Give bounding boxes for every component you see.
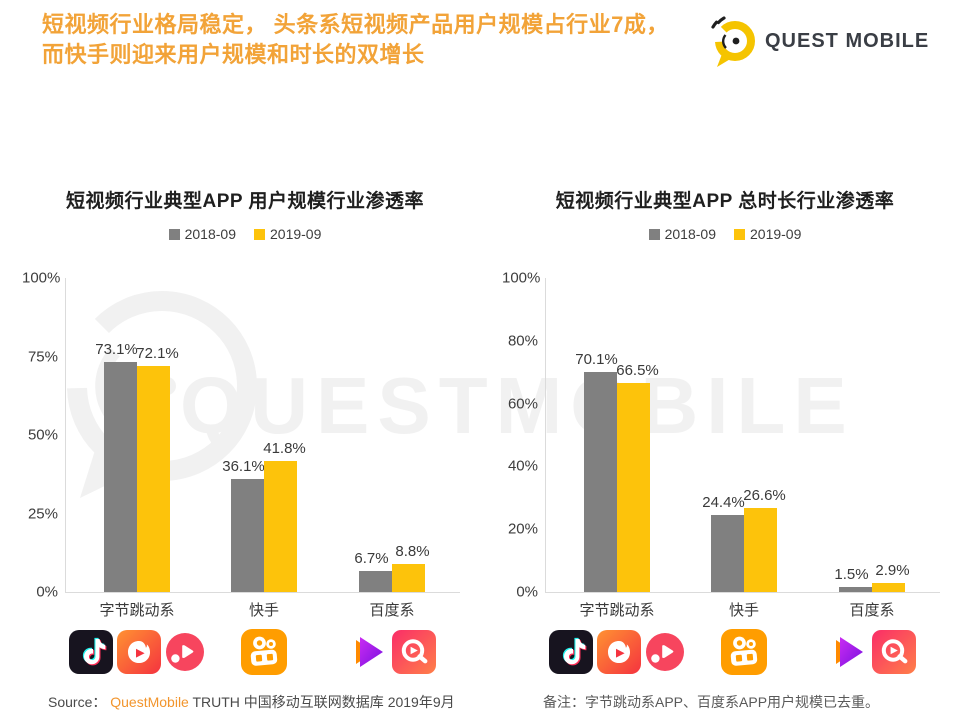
plot-area: 0% 20% 40% 60% 80% 100% 字节跳动系 70.1% 66.5% 快手 24.4%… — [502, 180, 940, 690]
questmobile-logo-text: QUEST MOBILE — [765, 29, 930, 52]
x-axis-label: 百度系 — [369, 602, 415, 619]
bar-value-label: 72.1% — [136, 344, 179, 362]
legend-item: 2019-09 — [254, 226, 321, 242]
y-axis-tick: 100% — [22, 269, 61, 287]
plot-area: 0% 25% 50% 75% 100% 字节跳动系 73.1% 72.1% 快手 36.1% 41.… — [22, 180, 460, 690]
source-prefix: Source： — [48, 694, 107, 710]
page-title-line2: 而快手则迎来用户规模和时长的双增长 — [42, 42, 425, 67]
source-brand: QuestMobile — [110, 694, 189, 710]
x-axis-line — [65, 592, 460, 593]
bar-2018-09-百度系 — [839, 587, 872, 592]
legend-swatch — [254, 228, 265, 240]
bar-2019-09-百度系 — [872, 582, 905, 592]
legend-swatch — [734, 228, 745, 240]
bar-value-label: 70.1% — [575, 350, 618, 368]
chart-total-time-penetration: 短视频行业典型APP 总时长行业渗透率 2018-09 2019-09 0% 20%… — [502, 180, 940, 690]
bar-value-label: 26.6% — [743, 487, 786, 505]
bar-2019-09-快手 — [744, 508, 777, 592]
questmobile-logo-icon — [711, 16, 755, 67]
legend-item: 2018-09 — [648, 226, 716, 242]
bar-2019-09-字节跳动系 — [137, 365, 170, 592]
legend-swatch — [648, 228, 660, 240]
chart-title: 短视频行业典型APP 总时长行业渗透率 — [555, 191, 895, 212]
y-axis-tick: 40% — [507, 457, 538, 475]
legend-label: 2018-09 — [664, 226, 716, 242]
y-axis-tick: 25% — [27, 505, 58, 522]
legend-item: 2019-09 — [734, 226, 801, 242]
note-line: 备注：字节跳动系APP、百度系APP用户规模已去重。 — [543, 694, 880, 710]
bar-2018-09-快手 — [231, 478, 264, 592]
x-axis-label: 快手 — [248, 602, 280, 619]
legend-label: 2019-09 — [750, 226, 802, 242]
bar-2019-09-字节跳动系 — [617, 383, 650, 592]
x-axis-label: 字节跳动系 — [579, 602, 655, 619]
y-axis-tick: 100% — [502, 269, 541, 287]
bar-2018-09-字节跳动系 — [104, 362, 137, 592]
source-rest: TRUTH 中国移动互联网数据库 2019年9月 — [192, 694, 455, 710]
bar-value-label: 6.7% — [354, 549, 389, 567]
bar-2018-09-字节跳动系 — [584, 371, 617, 592]
y-axis-tick: 0% — [516, 583, 538, 601]
source-line: Source： QuestMobile TRUTH 中国移动互联网数据库 201… — [48, 692, 455, 712]
page-title: 短视频行业格局稳定， 头条系短视频产品用户规模占行业7成， 而快手则迎来用户规模… — [42, 10, 732, 70]
chart-legend: 2018-09 2019-09 — [30, 226, 460, 242]
x-axis-label: 百度系 — [849, 602, 895, 619]
y-axis-tick: 20% — [507, 520, 538, 538]
bar-value-label: 41.8% — [263, 439, 306, 457]
y-axis-line — [545, 278, 546, 592]
bar-value-label: 1.5% — [834, 566, 869, 584]
legend-item: 2018-09 — [168, 226, 236, 242]
legend-swatch — [168, 228, 180, 240]
legend-label: 2019-09 — [270, 226, 322, 242]
bar-value-label: 73.1% — [95, 341, 138, 359]
chart-user-scale-penetration: 短视频行业典型APP 用户规模行业渗透率 2018-09 2019-09 0% 25… — [22, 180, 460, 690]
bar-2019-09-快手 — [264, 460, 297, 592]
y-axis-tick: 75% — [27, 348, 58, 365]
bar-2018-09-快手 — [711, 515, 744, 592]
x-axis-label: 字节跳动系 — [99, 602, 175, 619]
x-axis-line — [545, 592, 940, 593]
bar-value-label: 8.8% — [395, 543, 430, 561]
bar-value-label: 2.9% — [875, 561, 910, 579]
y-axis-tick: 50% — [27, 426, 58, 444]
y-axis-tick: 60% — [507, 395, 538, 413]
bar-value-label: 36.1% — [222, 457, 265, 475]
bar-2019-09-百度系 — [392, 564, 425, 592]
y-axis-tick: 80% — [507, 332, 538, 350]
bar-value-label: 66.5% — [616, 362, 659, 380]
legend-label: 2018-09 — [184, 226, 236, 242]
x-axis-label: 快手 — [728, 602, 760, 619]
page-title-line1: 短视频行业格局稳定， 头条系短视频产品用户规模占行业7成， — [42, 12, 669, 37]
bar-value-label: 24.4% — [702, 494, 745, 512]
questmobile-logo: QUEST MOBILE — [706, 14, 929, 68]
bar-2018-09-百度系 — [359, 570, 392, 592]
y-axis-tick: 0% — [36, 583, 58, 601]
chart-title: 短视频行业典型APP 用户规模行业渗透率 — [65, 191, 424, 212]
y-axis-line — [65, 278, 66, 592]
chart-legend: 2018-09 2019-09 — [510, 226, 940, 242]
watermark-text: QUESTMOBILE — [180, 361, 855, 450]
